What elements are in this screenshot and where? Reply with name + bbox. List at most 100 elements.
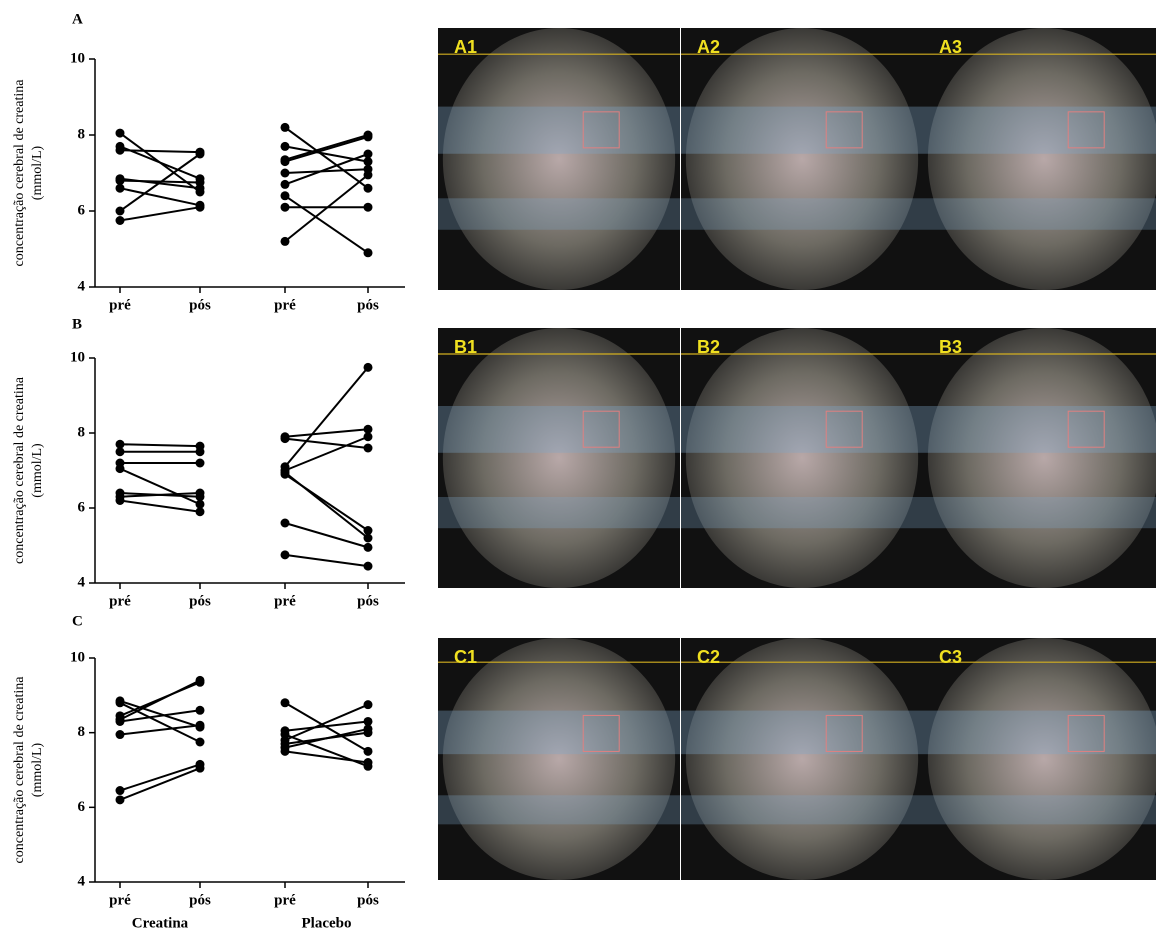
data-point <box>196 507 205 516</box>
data-point <box>196 178 205 187</box>
data-point <box>281 519 290 528</box>
mri-band <box>681 795 923 824</box>
panel-label: C2 <box>697 647 720 667</box>
data-point <box>281 747 290 756</box>
panel-letter: C <box>72 613 83 629</box>
pair-line <box>120 768 200 800</box>
pair-line <box>120 725 200 734</box>
data-point <box>196 706 205 715</box>
data-point <box>116 216 125 225</box>
mri-band <box>923 795 1156 824</box>
data-point <box>364 248 373 257</box>
data-point <box>364 758 373 767</box>
data-point <box>116 496 125 505</box>
mri-band <box>438 795 680 824</box>
data-point <box>364 444 373 453</box>
pair-line <box>285 196 368 253</box>
figure: Aconcentração cerebral de creatina(mmol/… <box>0 0 1156 934</box>
data-point <box>281 470 290 479</box>
mri-brain <box>686 638 918 880</box>
x-tick-label: pós <box>189 593 211 609</box>
mri-band <box>681 497 923 528</box>
mri-panel: A3 <box>923 28 1156 290</box>
data-point <box>281 203 290 212</box>
data-point <box>116 698 125 707</box>
data-point <box>364 432 373 441</box>
data-point <box>281 169 290 178</box>
data-point <box>116 464 125 473</box>
data-point <box>116 786 125 795</box>
pair-line <box>285 474 368 530</box>
mri-brain <box>686 328 918 588</box>
group-label: Creatina <box>132 915 189 931</box>
data-point <box>281 550 290 559</box>
y-tick-label: 6 <box>78 499 86 515</box>
data-point <box>364 562 373 571</box>
y-tick-label: 10 <box>70 349 85 365</box>
data-point <box>364 543 373 552</box>
y-tick-label: 8 <box>78 126 86 142</box>
pair-line <box>120 207 200 220</box>
data-point <box>116 146 125 155</box>
pair-line <box>120 764 200 790</box>
data-point <box>281 698 290 707</box>
data-point <box>364 184 373 193</box>
x-tick-label: pós <box>357 297 379 313</box>
mri-panel: B2 <box>681 328 923 588</box>
y-tick-label: 6 <box>78 799 86 815</box>
mri-panel: B3 <box>923 328 1156 588</box>
y-tick-label: 4 <box>78 278 86 294</box>
data-point <box>116 730 125 739</box>
data-point <box>196 489 205 498</box>
data-point <box>364 170 373 179</box>
data-point <box>281 123 290 132</box>
data-point <box>364 747 373 756</box>
x-tick-label: pré <box>109 593 131 609</box>
y-axis-label: concentração cerebral de creatina <box>12 676 27 864</box>
data-point <box>281 157 290 166</box>
mri-panel: C2 <box>681 638 923 880</box>
data-point <box>116 184 125 193</box>
panel-label: A1 <box>454 37 477 57</box>
data-point <box>364 724 373 733</box>
mri-band <box>681 406 923 453</box>
pair-line <box>120 469 200 505</box>
y-axis-label: concentração cerebral de creatina <box>12 376 27 564</box>
panel-label: B1 <box>454 337 477 357</box>
x-tick-label: pós <box>357 593 379 609</box>
data-point <box>281 434 290 443</box>
mri-brain <box>443 638 675 880</box>
mri-panel: C1 <box>438 638 680 880</box>
y-axis-label: (mmol/L) <box>30 742 45 797</box>
pair-line <box>285 367 368 466</box>
data-point <box>116 447 125 456</box>
mri-band <box>923 497 1156 528</box>
mri-panel: B1 <box>438 328 680 588</box>
y-tick-label: 8 <box>78 424 86 440</box>
data-point <box>281 191 290 200</box>
group-label: Placebo <box>302 915 352 931</box>
mri-band <box>438 198 680 229</box>
panel-letter: A <box>72 11 83 27</box>
mri-panel: A2 <box>681 28 923 290</box>
data-point <box>281 237 290 246</box>
y-tick-label: 8 <box>78 724 86 740</box>
data-point <box>196 150 205 159</box>
x-tick-label: pós <box>189 892 211 908</box>
data-point <box>364 526 373 535</box>
mri-brain <box>928 328 1156 588</box>
mri-band <box>923 198 1156 229</box>
mri-band <box>923 406 1156 453</box>
pair-line <box>285 135 368 160</box>
mri-brain <box>928 638 1156 880</box>
mri-brain <box>443 28 675 290</box>
pair-line <box>285 555 368 566</box>
mri-brain <box>443 328 675 588</box>
data-point <box>281 180 290 189</box>
y-axis-label: concentração cerebral de creatina <box>12 79 27 267</box>
panel-label: C1 <box>454 647 477 667</box>
y-tick-label: 6 <box>78 202 86 218</box>
data-point <box>281 142 290 151</box>
panel-label: B3 <box>939 337 962 357</box>
panel-label: B2 <box>697 337 720 357</box>
